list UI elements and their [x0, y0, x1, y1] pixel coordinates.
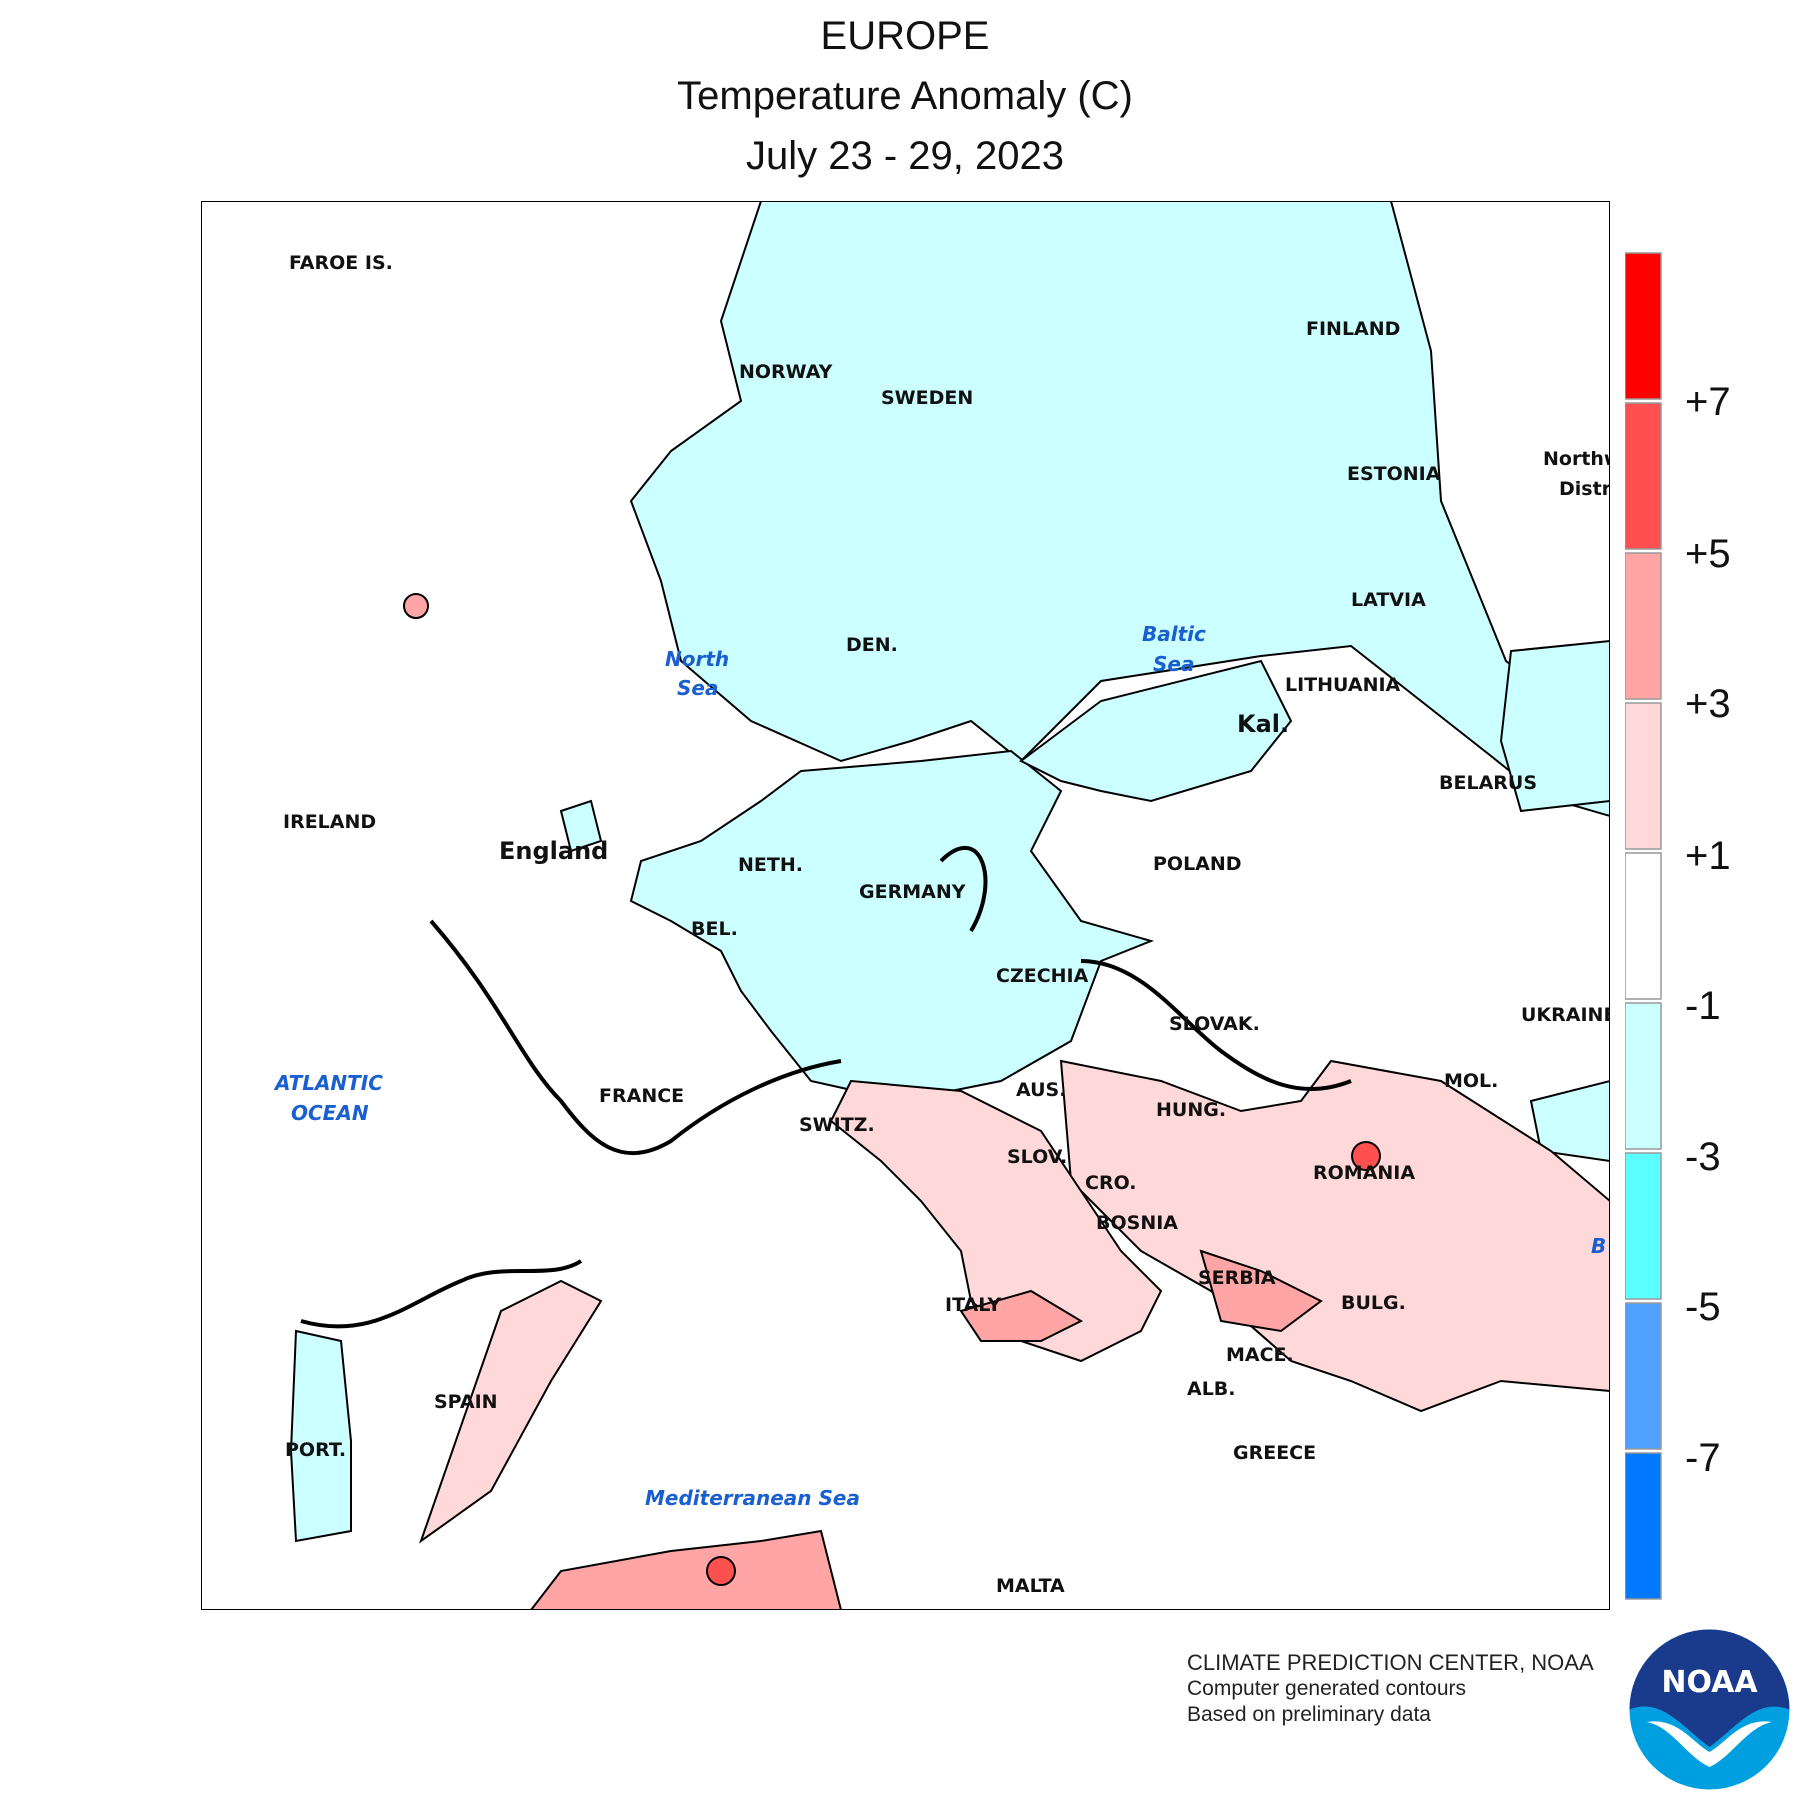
legend-swatch-6 [1625, 1152, 1662, 1300]
label-kal: Kal. [1237, 710, 1289, 738]
label-aus: AUS. [1016, 1079, 1066, 1101]
credit-block: CLIMATE PREDICTION CENTER, NOAA Computer… [1187, 1650, 1594, 1728]
label-slov: SLOV. [1007, 1146, 1067, 1168]
label-serbia: SERBIA [1198, 1267, 1276, 1289]
color-scale-legend [1625, 252, 1662, 1600]
cold-anomaly-regions [289, 201, 1610, 1543]
noaa-logo-text: NOAA [1661, 1665, 1758, 1700]
label-lithuania: LITHUANIA [1285, 674, 1401, 696]
label-estonia: ESTONIA [1347, 463, 1441, 485]
label-poland: POLAND [1153, 853, 1242, 875]
label-northwest-1: Northw [1543, 448, 1610, 470]
label-spain: SPAIN [434, 1391, 498, 1413]
label-atlantic-1: ATLANTIC [273, 1071, 383, 1095]
label-mace: MACE. [1226, 1344, 1294, 1366]
black-sea-cold-region [1529, 1079, 1610, 1163]
scandinavia-cold-region [629, 201, 1610, 818]
label-north-sea-2: Sea [677, 676, 718, 700]
label-bosnia: BOSNIA [1096, 1212, 1178, 1234]
label-baltic-sea-1: Baltic [1142, 622, 1206, 646]
label-malta: MALTA [996, 1575, 1065, 1597]
map-title: EUROPE [820, 14, 990, 58]
legend-level-minus7: -7 [1685, 1436, 1721, 1480]
legend-swatch-4 [1625, 852, 1662, 1000]
ukraine-cold-region [1499, 639, 1610, 813]
credit-line-3: Based on preliminary data [1187, 1703, 1431, 1726]
label-norway: NORWAY [739, 361, 833, 383]
label-port: PORT. [285, 1439, 346, 1461]
legend-level-minus5: -5 [1685, 1285, 1721, 1329]
greece-warm-region [1199, 1249, 1323, 1333]
label-sweden: SWEDEN [881, 387, 973, 409]
label-north-sea-1: North [665, 647, 729, 671]
poland-zero-contour [939, 845, 988, 933]
label-bel: BEL. [691, 918, 738, 940]
label-mediterranean: Mediterranean Sea [645, 1486, 860, 1510]
legend-swatch-1 [1625, 402, 1662, 550]
portugal-cold-region [289, 1329, 352, 1543]
france-zero-contour [429, 919, 842, 1156]
label-greece: GREECE [1233, 1442, 1316, 1464]
label-hung: HUNG. [1156, 1099, 1226, 1121]
scotland-warm-spot [403, 593, 429, 619]
spain-zero-contour [300, 1259, 583, 1329]
label-england: England [499, 837, 608, 865]
legend-level-plus5: +5 [1685, 532, 1731, 576]
label-romania: ROMANIA [1313, 1162, 1415, 1184]
balkans-warm-region [1059, 1059, 1610, 1413]
label-alb: ALB. [1187, 1378, 1236, 1400]
legend-level-plus3: +3 [1685, 682, 1731, 726]
label-czechia: CZECHIA [996, 965, 1089, 987]
label-latvia: LATVIA [1351, 589, 1426, 611]
uk-cold-patch [559, 799, 603, 853]
italy-warm-region [829, 1079, 1163, 1363]
label-atlantic-2: OCEAN [291, 1101, 369, 1125]
label-b-edge: B [1591, 1234, 1606, 1258]
label-baltic-sea-2: Sea [1153, 652, 1194, 676]
label-slovak: SLOVAK. [1169, 1013, 1260, 1035]
noaa-logo: NOAA [1629, 1629, 1790, 1790]
sea-labels: North Sea Baltic Sea ATLANTIC OCEAN Medi… [273, 622, 1206, 1510]
map-period: July 23 - 29, 2023 [746, 134, 1064, 178]
hungary-zero-contour [1080, 959, 1352, 1091]
bulgaria-hot-spot [1351, 1141, 1381, 1171]
north-africa-hot-spot [706, 1556, 736, 1586]
label-germany: GERMANY [859, 881, 966, 903]
map-subtitle: Temperature Anomaly (C) [677, 74, 1133, 118]
label-den: DEN. [846, 634, 898, 656]
poland-coast-cold-region [1019, 659, 1293, 803]
label-finland: FINLAND [1306, 318, 1400, 340]
legend-level-plus1: +1 [1685, 834, 1731, 878]
legend-swatch-3 [1625, 702, 1662, 850]
map-labels: FAROE IS. NORWAY SWEDEN FINLAND ESTONIA … [283, 252, 1610, 1597]
credit-line-2: Computer generated contours [1187, 1677, 1466, 1700]
label-belarus: BELARUS [1439, 772, 1537, 794]
label-switz: SWITZ. [799, 1114, 875, 1136]
north-africa-warm-region [529, 1529, 843, 1610]
legend-level-plus7: +7 [1685, 380, 1731, 424]
anomaly-map: FAROE IS. NORWAY SWEDEN FINLAND ESTONIA … [201, 201, 1610, 1610]
label-cro: CRO. [1085, 1172, 1137, 1194]
label-bulg: BULG. [1341, 1292, 1406, 1314]
warm-anomaly-regions [403, 593, 1610, 1610]
label-faroe: FAROE IS. [289, 252, 393, 274]
label-mol: MOL. [1444, 1070, 1498, 1092]
credit-line-1: CLIMATE PREDICTION CENTER, NOAA [1187, 1650, 1594, 1675]
label-ireland: IRELAND [283, 811, 376, 833]
label-ukraine: UKRAINE [1521, 1004, 1610, 1026]
spain-warm-region [419, 1279, 603, 1544]
label-neth: NETH. [738, 854, 803, 876]
zero-contours [300, 845, 1352, 1329]
legend-swatch-7 [1625, 1302, 1662, 1450]
label-france: FRANCE [599, 1085, 684, 1107]
sicily-warm-region [959, 1289, 1084, 1342]
label-italy: ITALY [945, 1294, 1001, 1316]
legend-swatch-8 [1625, 1452, 1662, 1600]
legend-swatch-2 [1625, 552, 1662, 700]
legend-level-minus3: -3 [1685, 1135, 1721, 1179]
label-northwest-2: Distri [1559, 478, 1610, 500]
legend-swatch-5 [1625, 1002, 1662, 1150]
legend-swatch-0 [1625, 252, 1662, 400]
legend-level-minus1: -1 [1685, 984, 1721, 1028]
